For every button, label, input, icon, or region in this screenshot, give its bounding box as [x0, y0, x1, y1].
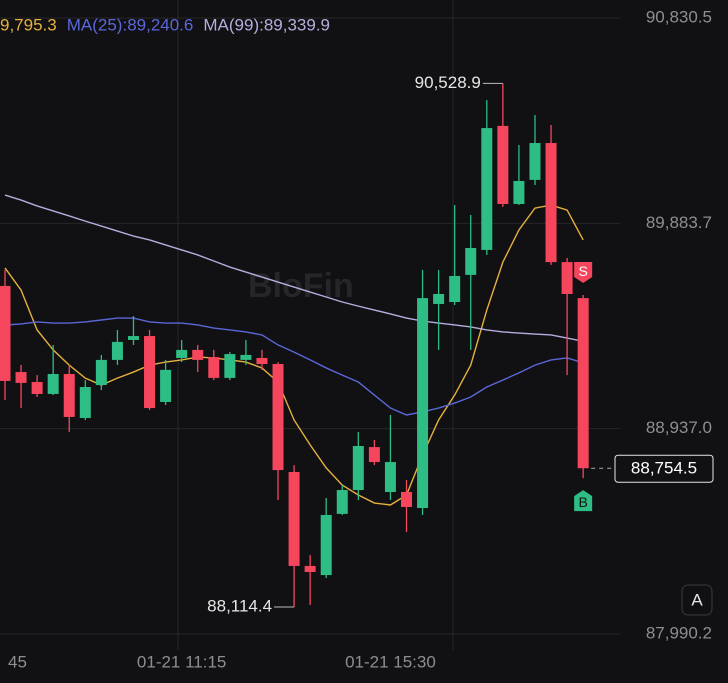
candle-body: [224, 354, 236, 378]
plot-area: 90,528.9 88,114.4 88,754.5 S B: [0, 73, 714, 616]
grid: [0, 17, 620, 635]
candle-body: [0, 285, 11, 381]
last-price-box: [614, 454, 714, 483]
buy-marker-label: B: [578, 494, 587, 510]
candle-body: [513, 180, 525, 204]
candle-body: [272, 364, 284, 471]
ma-line: [4, 317, 584, 416]
candle-body: [95, 359, 107, 386]
y-tick-label: 90,830.5: [646, 7, 712, 26]
candle-body: [127, 336, 139, 340]
candle-body: [368, 447, 380, 463]
candle-body: [160, 369, 172, 402]
candle-body: [481, 128, 493, 250]
y-tick-label: 89,883.7: [646, 213, 712, 232]
candle-body: [384, 462, 396, 492]
candle-body: [240, 354, 252, 360]
candle-body: [31, 382, 43, 394]
candle-body: [176, 349, 188, 358]
candle-body: [352, 446, 364, 491]
legend-item: 9,795.3: [0, 15, 57, 34]
candle-body: [47, 374, 59, 394]
candle-body: [449, 275, 461, 303]
candle-body: [417, 298, 429, 509]
scale-button-label[interactable]: A: [691, 590, 703, 609]
candle-body: [63, 374, 75, 417]
candle-body: [336, 490, 348, 514]
buy-marker: [574, 490, 593, 512]
ma-line: [4, 194, 584, 342]
candle-body: [497, 125, 509, 204]
candle-body: [304, 565, 316, 573]
candle-body: [256, 357, 268, 365]
candle-body: [79, 387, 91, 419]
legend-item: MA(99):89,339.9: [203, 15, 330, 34]
candle-body: [15, 372, 27, 383]
candle-body: [208, 357, 220, 378]
candle-body: [111, 341, 123, 360]
x-tick-label: 01-21 11:15: [137, 652, 226, 671]
candle-body: [401, 491, 412, 507]
candle-body: [192, 349, 204, 360]
scale-button[interactable]: [681, 584, 713, 616]
candle-body: [433, 293, 445, 304]
candle-body: [577, 298, 589, 469]
min-label: 88,114.4: [207, 597, 272, 616]
x-tick-label: 01-21 15:30: [345, 652, 436, 671]
y-tick-label: 87,990.2: [646, 623, 712, 642]
candle-body: [288, 472, 300, 566]
candle-body: [529, 143, 541, 180]
x-tick-label: 45: [8, 652, 27, 671]
max-label: 90,528.9: [415, 73, 481, 92]
candle-body: [144, 336, 156, 409]
sell-marker: [574, 262, 593, 284]
legend-item: MA(25):89,240.6: [67, 15, 194, 34]
candle-body: [465, 247, 477, 275]
candle-body: [545, 143, 557, 263]
watermark: BloFin: [248, 267, 354, 305]
y-tick-label: 88,937.0: [646, 418, 712, 437]
candle-body: [320, 514, 332, 576]
sell-marker-label: S: [578, 263, 587, 279]
last-price-label: 88,754.5: [631, 459, 697, 478]
candle-body: [561, 262, 573, 294]
